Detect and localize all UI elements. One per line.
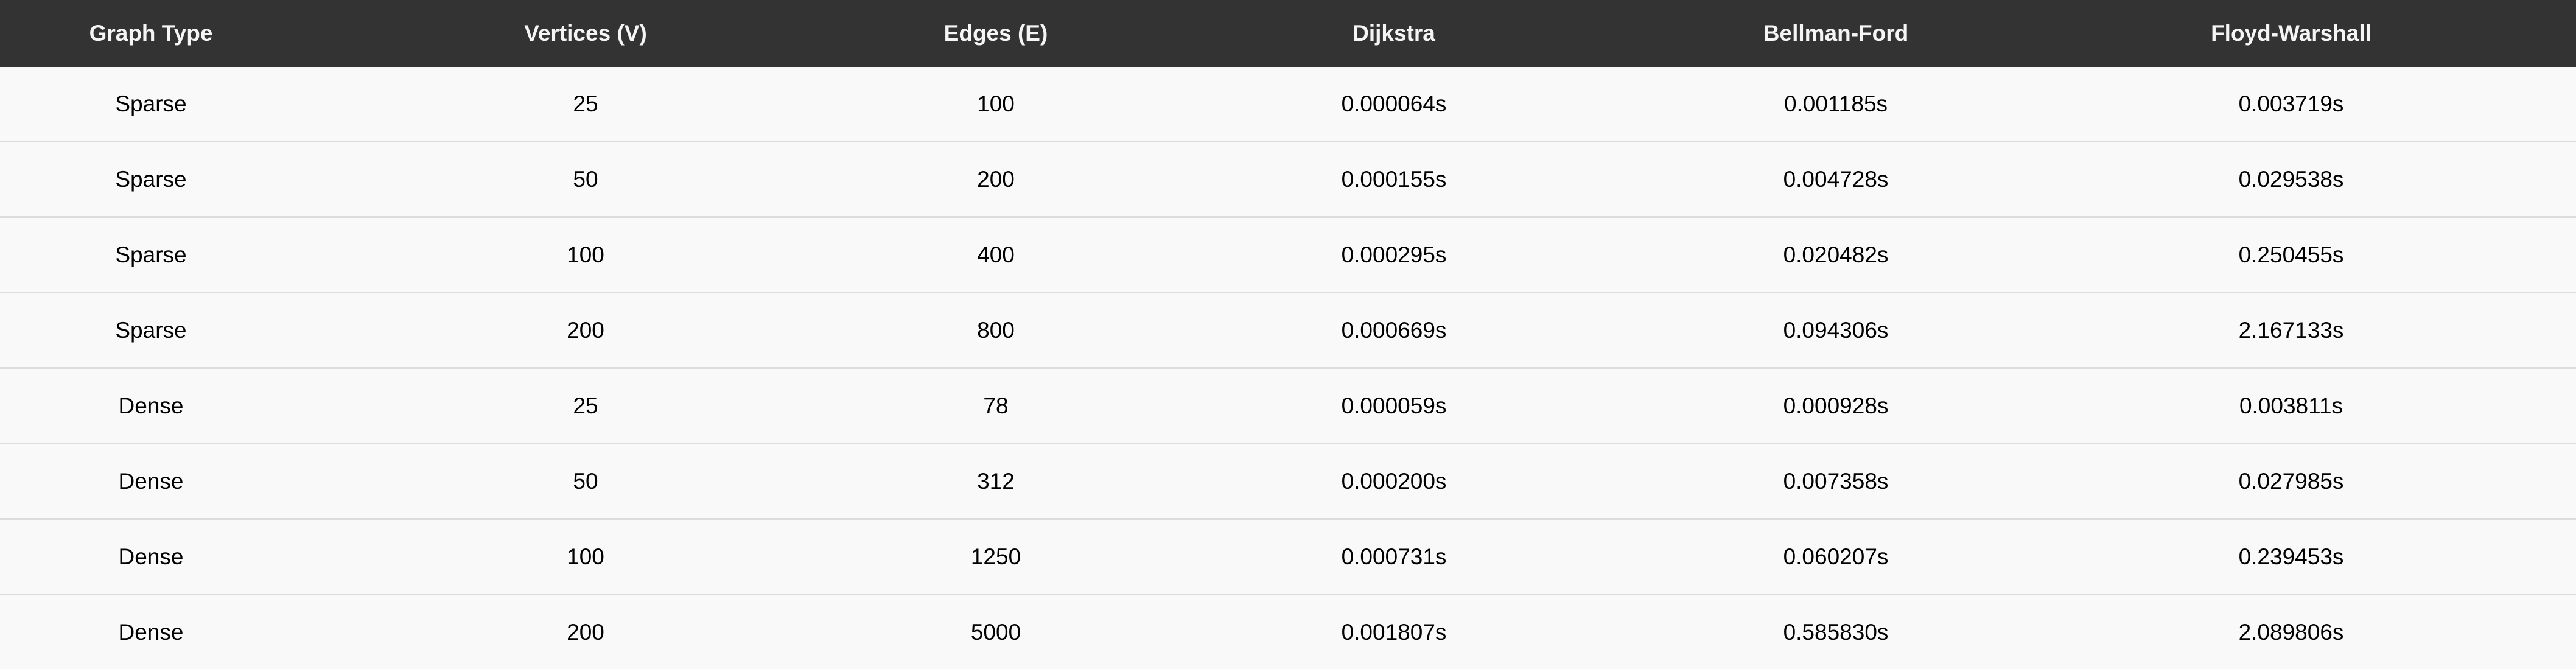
cell-vertices: 200 (302, 595, 869, 669)
cell-dijkstra: 0.000669s (1122, 293, 1665, 368)
header-edges: Edges (E) (869, 0, 1122, 67)
header-dijkstra: Dijkstra (1122, 0, 1665, 67)
header-vertices: Vertices (V) (302, 0, 869, 67)
cell-bellman-ford: 0.585830s (1665, 595, 2006, 669)
cell-bellman-ford: 0.007358s (1665, 444, 2006, 519)
header-graph-type: Graph Type (0, 0, 302, 67)
cell-bellman-ford: 0.060207s (1665, 519, 2006, 595)
cell-graph-type: Dense (0, 444, 302, 519)
cell-vertices: 200 (302, 293, 869, 368)
cell-bellman-ford: 0.020482s (1665, 217, 2006, 293)
cell-dijkstra: 0.000731s (1122, 519, 1665, 595)
cell-vertices: 50 (302, 444, 869, 519)
cell-edges: 5000 (869, 595, 1122, 669)
cell-edges: 78 (869, 368, 1122, 444)
header-row: Graph Type Vertices (V) Edges (E) Dijkst… (0, 0, 2576, 67)
cell-edges: 200 (869, 142, 1122, 217)
cell-bellman-ford: 0.001185s (1665, 67, 2006, 142)
cell-floyd-warshall: 2.167133s (2006, 293, 2576, 368)
cell-graph-type: Dense (0, 595, 302, 669)
cell-edges: 100 (869, 67, 1122, 142)
cell-graph-type: Dense (0, 368, 302, 444)
cell-floyd-warshall: 0.003811s (2006, 368, 2576, 444)
cell-floyd-warshall: 0.027985s (2006, 444, 2576, 519)
table-header: Graph Type Vertices (V) Edges (E) Dijkst… (0, 0, 2576, 67)
cell-bellman-ford: 0.000928s (1665, 368, 2006, 444)
cell-graph-type: Dense (0, 519, 302, 595)
cell-graph-type: Sparse (0, 67, 302, 142)
cell-floyd-warshall: 0.250455s (2006, 217, 2576, 293)
cell-floyd-warshall: 0.029538s (2006, 142, 2576, 217)
cell-floyd-warshall: 0.003719s (2006, 67, 2576, 142)
cell-dijkstra: 0.000155s (1122, 142, 1665, 217)
header-floyd-warshall: Floyd-Warshall (2006, 0, 2576, 67)
cell-dijkstra: 0.000064s (1122, 67, 1665, 142)
cell-bellman-ford: 0.004728s (1665, 142, 2006, 217)
cell-graph-type: Sparse (0, 142, 302, 217)
cell-edges: 312 (869, 444, 1122, 519)
cell-floyd-warshall: 0.239453s (2006, 519, 2576, 595)
cell-edges: 800 (869, 293, 1122, 368)
cell-dijkstra: 0.001807s (1122, 595, 1665, 669)
cell-dijkstra: 0.000295s (1122, 217, 1665, 293)
cell-graph-type: Sparse (0, 217, 302, 293)
cell-vertices: 25 (302, 67, 869, 142)
cell-vertices: 25 (302, 368, 869, 444)
cell-floyd-warshall: 2.089806s (2006, 595, 2576, 669)
cell-edges: 400 (869, 217, 1122, 293)
header-bellman-ford: Bellman-Ford (1665, 0, 2006, 67)
cell-bellman-ford: 0.094306s (1665, 293, 2006, 368)
cell-dijkstra: 0.000059s (1122, 368, 1665, 444)
cell-vertices: 100 (302, 519, 869, 595)
cell-edges: 1250 (869, 519, 1122, 595)
cell-dijkstra: 0.000200s (1122, 444, 1665, 519)
cell-vertices: 100 (302, 217, 869, 293)
cell-graph-type: Sparse (0, 293, 302, 368)
cell-vertices: 50 (302, 142, 869, 217)
